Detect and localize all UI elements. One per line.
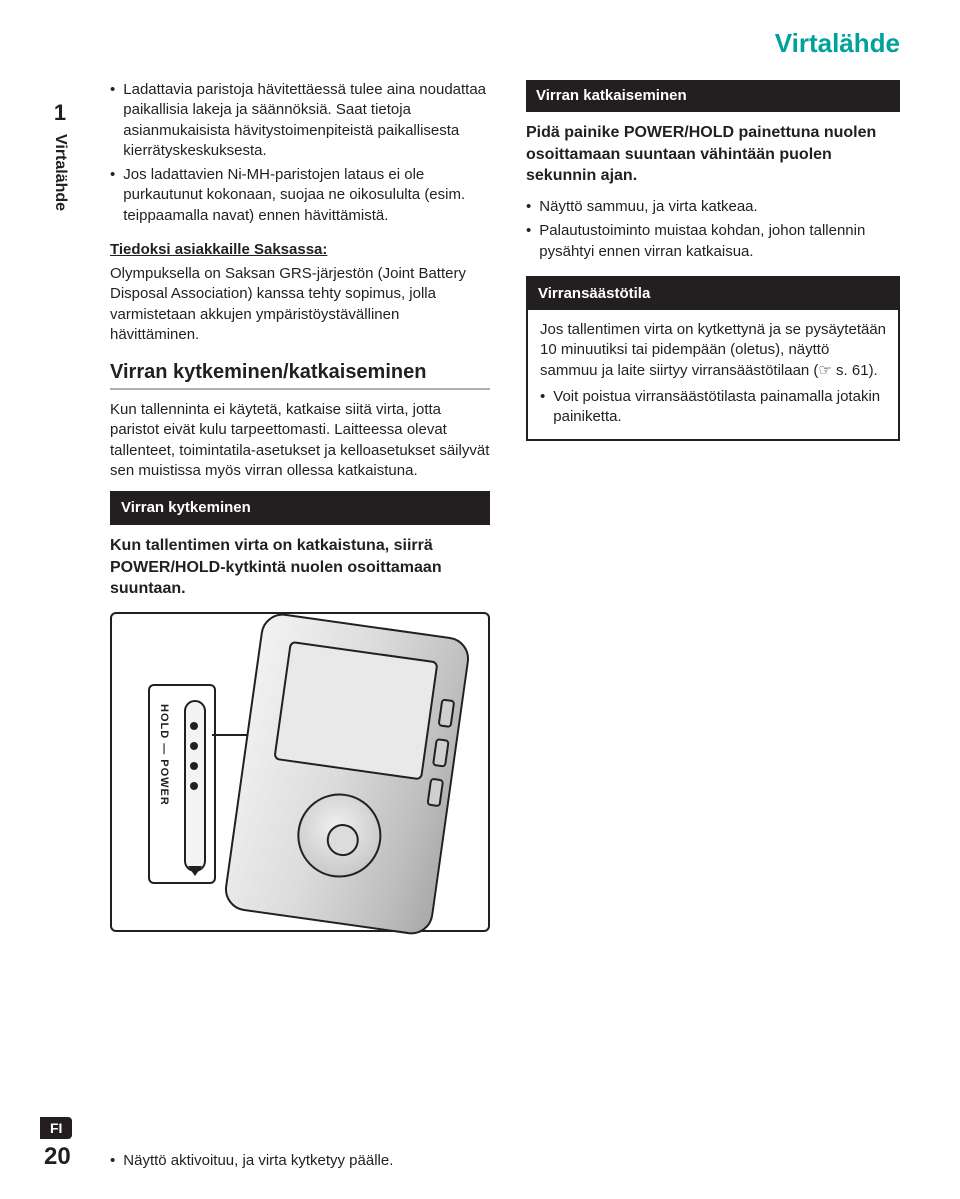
arrow-down-icon xyxy=(188,866,202,876)
disposal-bullets: Ladattavia paristoja hävitettäessä tulee… xyxy=(110,80,490,226)
power-on-bar: Virran kytkeminen xyxy=(110,491,490,525)
device-screen xyxy=(273,641,438,781)
page-footer: FI 20 xyxy=(40,1117,72,1171)
device-side-button xyxy=(426,778,444,808)
chapter-tab: 1 Virtalähde xyxy=(40,100,80,211)
power-off-instruction: Pidä painike POWER/HOLD painettuna nuole… xyxy=(526,122,900,187)
germany-body: Olympuksella on Saksan GRS-järjestön (Jo… xyxy=(110,264,490,345)
footer-bullet-text: Näyttö aktivoituu, ja virta kytketyy pää… xyxy=(123,1152,393,1169)
bullet-text: Palautustoiminto muistaa kohdan, johon t… xyxy=(539,221,900,262)
footer-bullet: Näyttö aktivoituu, ja virta kytketyy pää… xyxy=(110,1152,393,1169)
manual-page: Virtalähde 1 Virtalähde Ladattavia paris… xyxy=(0,0,960,1199)
list-item: Palautustoiminto muistaa kohdan, johon t… xyxy=(526,221,900,262)
language-badge: FI xyxy=(40,1117,72,1139)
device-illustration: HOLD — POWER xyxy=(110,612,490,932)
power-intro: Kun tallenninta ei käytetä, katkaise sii… xyxy=(110,400,490,481)
bullet-text: Näyttö sammuu, ja virta katkeaa. xyxy=(539,197,757,217)
switch-detents xyxy=(190,710,198,802)
left-column: Ladattavia paristoja hävitettäessä tulee… xyxy=(110,80,490,932)
device-side-button xyxy=(432,738,450,768)
hold-power-switch-callout: HOLD — POWER xyxy=(148,684,216,884)
bullet-text: Jos ladattavien Ni-MH-paristojen lataus … xyxy=(123,165,490,226)
bullet-text: Voit poistua virransäästötilasta painama… xyxy=(553,387,886,428)
bullet-text: Ladattavia paristoja hävitettäessä tulee… xyxy=(123,80,490,161)
power-save-text: Jos tallentimen virta on kytkettynä ja s… xyxy=(540,320,886,381)
power-save-bar: Virransäästötila xyxy=(528,278,898,310)
power-save-bullets: Voit poistua virransäästötilasta painama… xyxy=(540,387,886,428)
chapter-label: Virtalähde xyxy=(51,134,69,211)
content-columns: Ladattavia paristoja hävitettäessä tulee… xyxy=(110,80,900,932)
power-save-box: Virransäästötila Jos tallentimen virta o… xyxy=(526,276,900,442)
right-column: Virran katkaiseminen Pidä painike POWER/… xyxy=(526,80,900,932)
section-title-power: Virran kytkeminen/katkaiseminen xyxy=(110,359,490,390)
chapter-number: 1 xyxy=(40,100,80,126)
list-item: Näyttö sammuu, ja virta katkeaa. xyxy=(526,197,900,217)
switch-label: HOLD — POWER xyxy=(156,704,171,806)
recorder-device-icon xyxy=(222,611,472,937)
power-off-bar: Virran katkaiseminen xyxy=(526,80,900,112)
list-item: Jos ladattavien Ni-MH-paristojen lataus … xyxy=(110,165,490,226)
power-save-body: Jos tallentimen virta on kytkettynä ja s… xyxy=(528,310,898,439)
power-off-bullets: Näyttö sammuu, ja virta katkeaa. Palautu… xyxy=(526,197,900,262)
list-item: Voit poistua virransäästötilasta painama… xyxy=(540,387,886,428)
page-title: Virtalähde xyxy=(775,28,900,59)
germany-heading: Tiedoksi asiakkaille Saksassa: xyxy=(110,240,490,260)
power-on-instruction: Kun tallentimen virta on katkaistuna, si… xyxy=(110,535,490,600)
device-dpad xyxy=(292,788,387,883)
page-number: 20 xyxy=(44,1143,72,1171)
list-item: Ladattavia paristoja hävitettäessä tulee… xyxy=(110,80,490,161)
device-side-button xyxy=(438,698,456,728)
